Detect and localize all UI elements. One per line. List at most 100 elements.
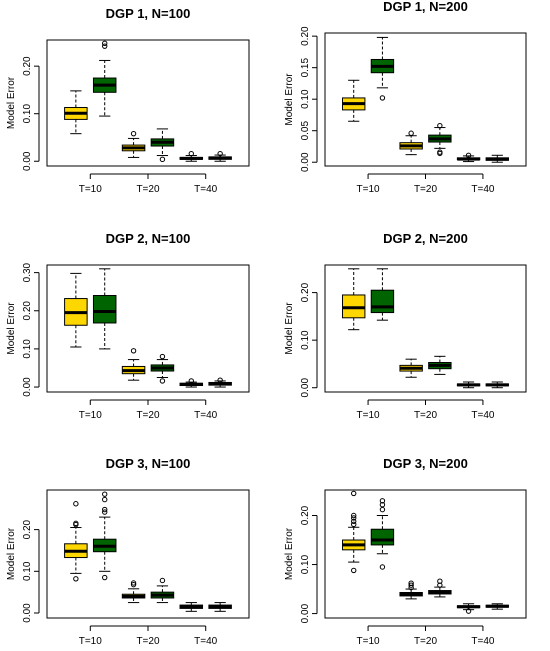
plot-frame [46, 489, 250, 619]
outlier-point [408, 130, 414, 136]
outlier-point [159, 577, 166, 584]
y-tick-label: 0.00 [22, 151, 33, 171]
outlier-point [188, 378, 194, 384]
y-tick-label: 0.15 [300, 58, 311, 78]
y-tick-label: 0.00 [300, 378, 311, 398]
x-tick-label: T=20 [414, 636, 438, 647]
panel-title: DGP 1, N=100 [106, 6, 191, 21]
outlier-point [130, 580, 137, 586]
y-axis-label: Model Error [6, 76, 17, 129]
x-tick-label: T=40 [194, 636, 218, 647]
outlier-point [102, 574, 108, 581]
panel-3: DGP 2, N=100 Model Error 0.00 0.10 0.20 0.30 T… [6, 231, 250, 421]
outlier-point [102, 43, 108, 49]
outlier-point [379, 498, 386, 504]
outlier-point [102, 509, 108, 515]
y-axis-label: Model Error [284, 302, 295, 355]
x-tick-label: T=40 [471, 410, 495, 421]
y-tick-label: 0.00 [22, 377, 33, 397]
x-tick-label: T=10 [357, 184, 381, 195]
y-tick-label: 0.20 [300, 26, 311, 46]
x-tick-label: T=20 [136, 636, 160, 647]
outlier-point [465, 152, 472, 158]
x-tick-label: T=40 [194, 410, 218, 421]
y-tick-label: 0.00 [300, 603, 311, 623]
x-tick-label: T=40 [471, 636, 495, 647]
x-tick-label: T=40 [194, 184, 218, 195]
outlier-point [73, 576, 79, 582]
outlier-point [408, 580, 414, 586]
outlier-point [102, 40, 108, 47]
outlier-point [130, 581, 137, 588]
outlier-point [73, 501, 79, 507]
outlier-point [351, 512, 357, 519]
y-tick-label: 0.05 [300, 121, 311, 141]
panel-title: DGP 1, N=200 [383, 0, 468, 14]
outlier-point [159, 353, 166, 360]
outlier-point [217, 377, 223, 383]
panel-2: DGP 1, N=200 Model Error 0.00 0.05 0.10 0.15 0… [284, 0, 527, 195]
y-tick-label: 0.10 [300, 330, 311, 350]
x-tick-label: T=10 [79, 184, 103, 195]
panel-title: DGP 2, N=200 [383, 231, 468, 246]
x-tick-label: T=10 [357, 410, 381, 421]
outlier-point [351, 567, 357, 574]
outlier-point [351, 518, 357, 525]
outlier-point [130, 348, 137, 354]
box [370, 289, 395, 314]
outlier-point [217, 150, 223, 157]
x-tick-label: T=40 [471, 184, 495, 195]
plot-frame [324, 264, 527, 393]
plot-frame [46, 39, 250, 167]
y-axis-label: Model Error [6, 302, 17, 355]
outlier-point [379, 95, 386, 101]
x-tick-label: T=20 [136, 410, 160, 421]
panel-1: DGP 1, N=100 Model Error 0.00 0.10 0.20 T=10 T… [6, 6, 250, 195]
x-tick-label: T=10 [79, 410, 103, 421]
outlier-point [351, 515, 357, 521]
plot-frame [324, 32, 527, 167]
panel-6: DGP 3, N=200 Model Error 0.00 0.10 0.20 T=10 T… [284, 456, 527, 647]
panel-title: DGP 2, N=100 [106, 231, 191, 246]
box [370, 528, 395, 546]
outlier-point [437, 122, 443, 129]
y-tick-label: 0.20 [300, 505, 311, 525]
y-tick-label: 0.10 [22, 339, 33, 359]
x-tick-label: T=10 [79, 636, 103, 647]
outlier-point [379, 506, 386, 513]
y-tick-label: 0.20 [22, 519, 33, 539]
x-tick-label: T=20 [414, 184, 438, 195]
outlier-point [102, 496, 108, 503]
y-tick-label: 0.10 [22, 561, 33, 581]
outlier-point [379, 564, 386, 570]
y-tick-label: 0.00 [300, 152, 311, 172]
x-tick-label: T=10 [357, 636, 381, 647]
panel-4: DGP 2, N=200 Model Error 0.00 0.10 0.20 T=10 T… [284, 231, 527, 421]
y-tick-label: 0.20 [22, 301, 33, 321]
y-axis-label: Model Error [284, 73, 295, 126]
outlier-point [408, 582, 414, 588]
box [92, 295, 117, 324]
x-tick-label: T=20 [136, 184, 160, 195]
y-tick-label: 0.30 [22, 262, 33, 282]
outlier-point [437, 150, 443, 157]
x-tick-label: T=20 [414, 410, 438, 421]
y-axis-label: Model Error [6, 527, 17, 580]
outlier-point [102, 506, 108, 513]
y-tick-label: 0.10 [22, 104, 33, 124]
y-tick-label: 0.10 [300, 89, 311, 109]
y-axis-label: Model Error [284, 527, 295, 580]
y-tick-label: 0.10 [300, 554, 311, 574]
outlier-point [159, 156, 166, 163]
outlier-point [130, 130, 137, 137]
plot-frame [46, 264, 250, 393]
panel-5: DGP 3, N=100 Model Error 0.00 0.10 0.20 T=10 T… [6, 456, 250, 647]
outlier-point [351, 490, 357, 497]
outlier-point [188, 150, 194, 157]
y-tick-label: 0.00 [22, 603, 33, 623]
outlier-point [437, 578, 443, 584]
y-tick-label: 0.20 [300, 282, 311, 302]
plot-frame [324, 489, 527, 619]
y-tick-label: 0.20 [22, 56, 33, 76]
